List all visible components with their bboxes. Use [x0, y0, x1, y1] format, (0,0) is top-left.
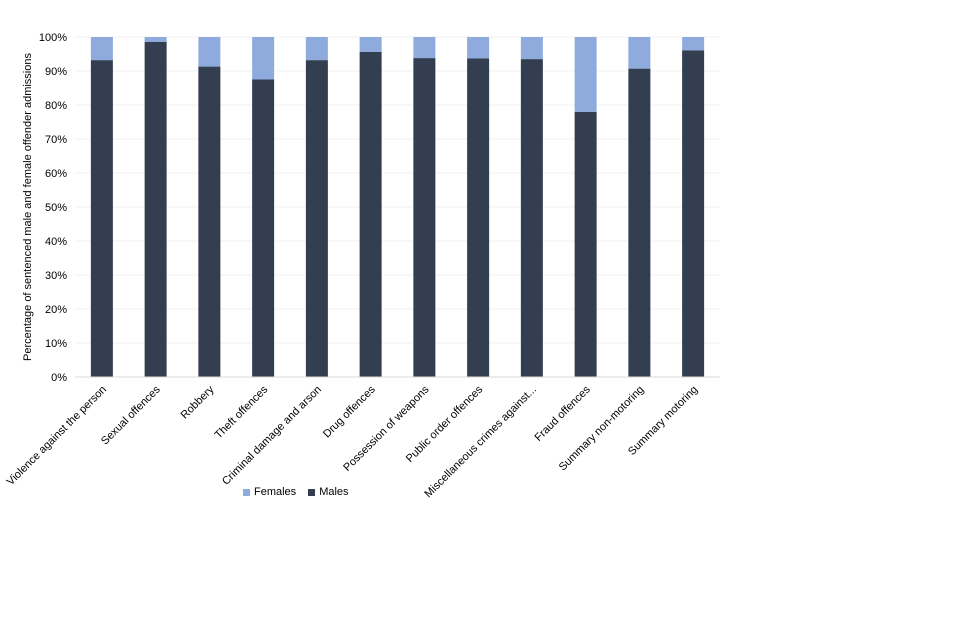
bar-females-12 [682, 37, 705, 51]
y-tick-label: 20% [45, 304, 67, 316]
bar-females-4 [252, 37, 275, 80]
bar-males-6 [359, 51, 382, 378]
y-tick-label: 50% [45, 202, 67, 214]
bar-males-10 [574, 111, 597, 378]
bar-females-8 [467, 37, 490, 59]
x-tick-label: Robbery [179, 383, 217, 421]
bar-males-2 [144, 41, 167, 377]
y-tick-label: 80% [45, 100, 67, 112]
x-tick-label: Criminal damage and arson [220, 384, 324, 488]
bar-males-1 [90, 60, 113, 378]
bar-females-1 [90, 37, 113, 61]
x-tick-label: Fraud offences [533, 383, 594, 444]
bar-males-8 [467, 58, 490, 378]
bar-females-10 [574, 37, 597, 112]
legend: Females Males [243, 486, 349, 498]
y-tick-label: 40% [45, 236, 67, 248]
legend-swatch-females [243, 488, 250, 496]
bar-females-6 [359, 37, 382, 52]
y-tick-label: 70% [45, 134, 67, 146]
bar-females-3 [198, 37, 221, 67]
x-tick-label: Miscellaneous crimes against... [422, 384, 539, 501]
bar-females-2 [144, 37, 167, 42]
legend-label-males: Males [319, 486, 349, 498]
x-tick-label: Violence against the person [5, 384, 109, 488]
y-tick-label: 30% [45, 270, 67, 282]
y-axis-ticks: 0% 10% 20% 30% 40% 50% 60% 70% 80% 90% 100% [39, 32, 67, 384]
legend-swatch-males [308, 488, 316, 496]
bar-females-11 [628, 37, 651, 69]
bar-males-4 [252, 79, 275, 377]
x-tick-label: Theft offences [213, 383, 271, 441]
y-axis-title: Percentage of sentenced male and female … [22, 53, 34, 361]
y-tick-label: 60% [45, 168, 67, 180]
gridlines [75, 36, 720, 344]
bar-females-5 [305, 37, 328, 61]
bars [90, 37, 705, 378]
bar-females-7 [413, 37, 436, 59]
bar-males-5 [305, 60, 328, 378]
x-tick-label: Drug offences [321, 383, 378, 440]
bar-males-7 [413, 58, 436, 377]
x-tick-label: Sexual offences [99, 383, 163, 447]
y-tick-label: 90% [45, 66, 67, 78]
bar-males-11 [628, 68, 651, 378]
legend-label-females: Females [254, 486, 297, 498]
bar-males-12 [682, 50, 705, 377]
y-tick-label: 100% [39, 32, 67, 44]
bar-males-3 [198, 66, 221, 377]
y-tick-label: 10% [45, 338, 67, 350]
bar-females-9 [520, 37, 543, 60]
y-tick-label: 0% [51, 372, 67, 384]
bar-males-9 [520, 59, 543, 377]
legend-item-males: Males [308, 486, 349, 498]
legend-item-females: Females [243, 486, 296, 498]
